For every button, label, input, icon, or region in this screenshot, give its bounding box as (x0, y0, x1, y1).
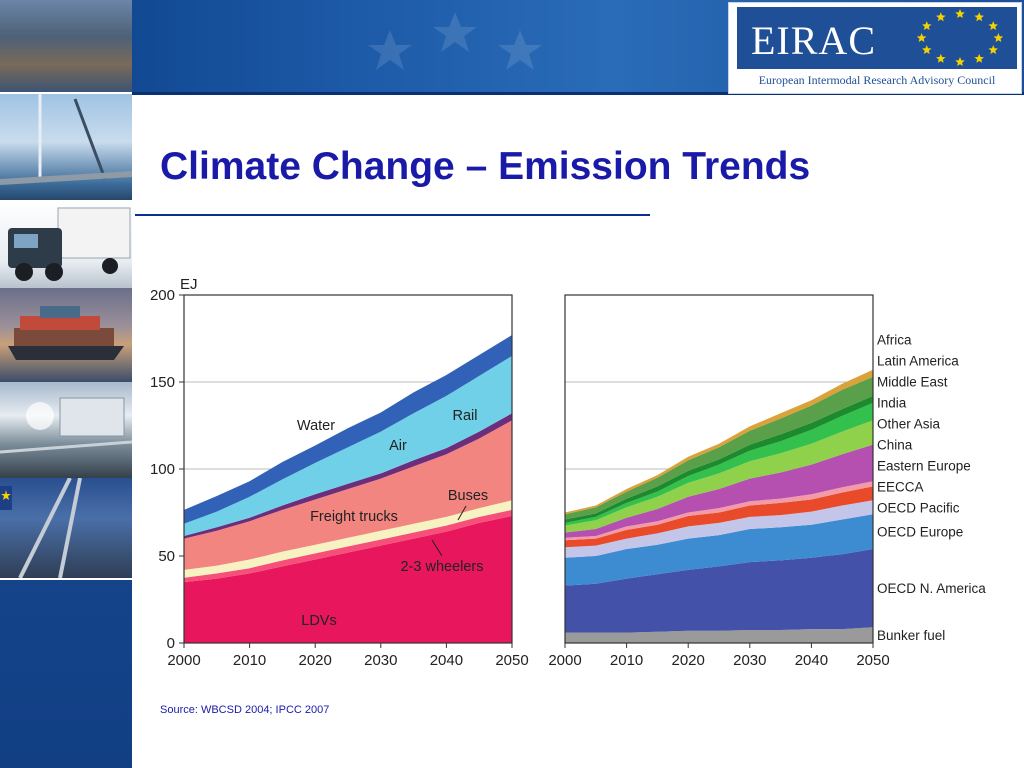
star-icon (922, 21, 932, 30)
header-stars (368, 12, 542, 70)
star-icon (433, 12, 477, 52)
port-photo (0, 0, 132, 94)
legend-label: China (877, 437, 913, 452)
logo-text: EIRAC (751, 18, 876, 63)
x-tick-label: 2020 (672, 652, 705, 669)
x-tick-label: 2030 (364, 652, 397, 669)
star-icon (974, 12, 984, 22)
legend-label: OECD N. America (877, 581, 986, 596)
source-note: Source: WBCSD 2004; IPCC 2007 (160, 704, 330, 716)
header-rule (132, 92, 1024, 95)
eirac-logo: EIRAC European Intermodal Research Advis… (728, 2, 1022, 94)
x-tick-label: 2010 (233, 652, 266, 669)
label-pointer (431, 539, 443, 557)
label-pointer (457, 505, 467, 521)
plot-frame (564, 294, 874, 644)
trailer-photo (0, 382, 132, 480)
x-tick-label: 2040 (430, 652, 463, 669)
area-rail (184, 355, 512, 536)
star-icon (988, 21, 998, 30)
area-freight-trucks (184, 420, 512, 570)
truck-icon (8, 207, 131, 281)
y-axis-label: EJ (180, 276, 198, 293)
area-africa (565, 369, 873, 515)
area-other-asia (565, 420, 873, 533)
x-tick-label: 2030 (733, 652, 766, 669)
legend-label: Africa (877, 332, 912, 347)
star-icon (498, 30, 542, 70)
area-oecd-pacific (565, 500, 873, 558)
area-latin-america (565, 376, 873, 520)
area-eecca (565, 486, 873, 548)
y-tick-label: 100 (150, 461, 175, 478)
eu-stars-icon (916, 9, 1004, 66)
area-label: Air (389, 438, 407, 454)
star-icon (988, 45, 998, 54)
star-icon (916, 33, 927, 42)
x-tick-label: 2050 (856, 652, 889, 669)
legend-label: OECD Pacific (877, 500, 960, 515)
x-tick-label: 2050 (495, 652, 528, 669)
legend-label: EECCA (877, 479, 924, 494)
area-middle-east (565, 395, 873, 523)
y-tick-label: 150 (150, 374, 175, 391)
area-ldvs (184, 516, 512, 643)
star-icon (936, 12, 946, 22)
area-label: Freight trucks (310, 509, 398, 525)
star-icon (922, 45, 932, 54)
area-bunker-fuel (565, 627, 873, 643)
right-chart: 2000 2010 2020 2030 2040 2050 Bunker fuel OECD … (548, 294, 986, 669)
area-label: Rail (453, 408, 478, 424)
area-eastern-europe (565, 481, 873, 541)
star-icon (368, 30, 412, 70)
logo-subtitle: European Intermodal Research Advisory Co… (758, 73, 996, 87)
left-chart: 2000 2010 2020 2030 2040 2050 0 50 100 150 200 Wate… (150, 287, 529, 669)
legend-label: Latin America (877, 353, 959, 368)
ship-photo (0, 288, 132, 384)
logo-banner: EIRAC (737, 7, 1017, 69)
legend-label: India (877, 395, 907, 410)
star-icon (936, 53, 946, 63)
x-tick-label: 2000 (548, 652, 581, 669)
area-label: Buses (448, 488, 488, 504)
area-label: 2-3 wheelers (400, 559, 483, 575)
area-buses (184, 500, 512, 578)
x-tick-label: 2020 (299, 652, 332, 669)
x-tick-label: 2000 (167, 652, 200, 669)
star-icon (955, 57, 965, 66)
rail-photo (0, 478, 132, 580)
star-icon (993, 33, 1004, 42)
area-water (184, 335, 512, 524)
area-china (565, 444, 873, 538)
title-underline (135, 214, 650, 216)
star-icon (974, 53, 984, 63)
page-title: Climate Change – Emission Trends (160, 145, 811, 188)
truck-photo (0, 200, 132, 290)
area-oecd-n-america (565, 549, 873, 633)
legend-label: OECD Europe (877, 525, 963, 540)
legend-label: Bunker fuel (877, 628, 945, 643)
area-label: LDVs (301, 613, 336, 629)
y-tick-label: 200 (150, 287, 175, 304)
area-label: Water (297, 418, 335, 434)
trailer-icon (0, 397, 132, 454)
y-tick-label: 50 (158, 548, 175, 565)
legend-label: Eastern Europe (877, 458, 971, 473)
x-tick-label: 2010 (610, 652, 643, 669)
crane-icon (0, 94, 132, 185)
crane-photo (0, 94, 132, 202)
star-icon (955, 9, 965, 18)
legend-label: Middle East (877, 374, 948, 389)
area-oecd-europe (565, 514, 873, 586)
legend-label: Other Asia (877, 416, 941, 431)
ship-icon (8, 306, 124, 360)
y-tick-label: 0 (167, 635, 175, 652)
rail-icon (0, 478, 82, 578)
x-tick-label: 2040 (795, 652, 828, 669)
area-2-3-wheelers (184, 509, 512, 583)
